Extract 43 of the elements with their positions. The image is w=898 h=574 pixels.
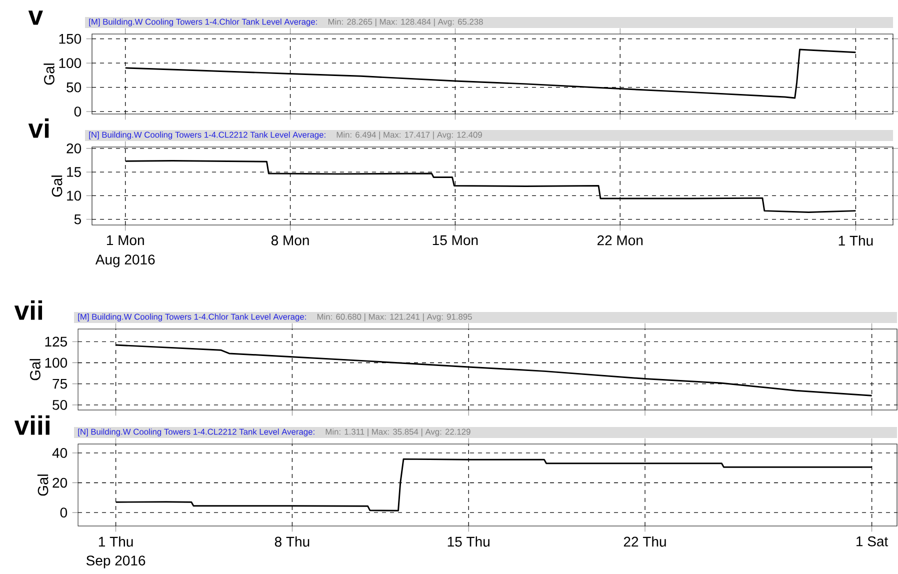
chart-subtitle: Min: 28.265 | Max: 128.484 | Avg: 65.238 <box>328 18 483 26</box>
y-tick-label: 50 <box>66 82 82 92</box>
text: Sep 2016 <box>86 556 146 568</box>
chart-title: [M] Building.W Cooling Towers 1-4.Chlor Tank Level Average: <box>78 314 306 322</box>
y-tick-label: 15 <box>67 167 82 177</box>
y-tick-label: 5 <box>74 214 82 224</box>
chart-title: [N] Building.W Cooling Towers 1-4.CL2212 Tank Level Average: <box>89 132 326 140</box>
y-axis-title: Gal <box>30 359 40 380</box>
y-tick-label: 0 <box>60 508 68 518</box>
y-tick-label: 20 <box>52 478 68 488</box>
text: vi <box>28 118 49 138</box>
chart-subtitle: Min: 60.680 | Max: 121.241 | Avg: 91.895 <box>317 314 472 322</box>
x-tick-label: 15 Thu <box>448 536 490 547</box>
y-tick-label: 20 <box>66 143 82 154</box>
y-tick-label: 100 <box>45 358 68 368</box>
x-tick-label: 1 Thu <box>98 536 133 547</box>
chart-title: [N] Building.W Cooling Towers 1-4.CL2212 Tank Level Average: <box>78 428 314 436</box>
y-tick-label: 0 <box>74 106 82 117</box>
x-tick-label: 1 Sat <box>856 536 888 546</box>
text: viii <box>14 415 50 435</box>
y-tick-label: 10 <box>67 190 82 201</box>
x-tick-label: 1 Mon <box>106 235 144 246</box>
y-tick-label: 100 <box>59 58 82 68</box>
chart-subtitle: Min: 6.494 | Max: 17.417 | Avg: 12.409 <box>336 132 482 140</box>
y-tick-label: 75 <box>52 378 68 389</box>
y-tick-label: 50 <box>52 400 68 410</box>
x-tick-label: 15 Mon <box>432 235 478 246</box>
text: v <box>28 10 43 25</box>
chart-title: [M] Building.W Cooling Towers 1-4.Chlor Tank Level Average: <box>89 18 317 26</box>
chart-subtitle: Min: 1.311 | Max: 35.854 | Avg: 22.129 <box>326 428 470 436</box>
y-axis-title: Gal <box>37 474 48 496</box>
x-tick-label: 22 Mon <box>597 235 643 246</box>
text: vii <box>14 300 42 320</box>
y-axis-title: Gal <box>51 176 62 197</box>
x-tick-label: 22 Thu <box>624 536 666 547</box>
y-tick-label: 40 <box>52 448 68 458</box>
y-tick-label: 125 <box>45 336 68 347</box>
text: Aug 2016 <box>95 254 155 268</box>
x-tick-label: 8 Thu <box>274 536 310 547</box>
x-tick-label: 8 Mon <box>271 235 309 246</box>
y-tick-label: 150 <box>59 34 82 44</box>
x-tick-label: 1 Thu <box>838 235 873 246</box>
y-axis-title: Gal <box>44 64 54 85</box>
